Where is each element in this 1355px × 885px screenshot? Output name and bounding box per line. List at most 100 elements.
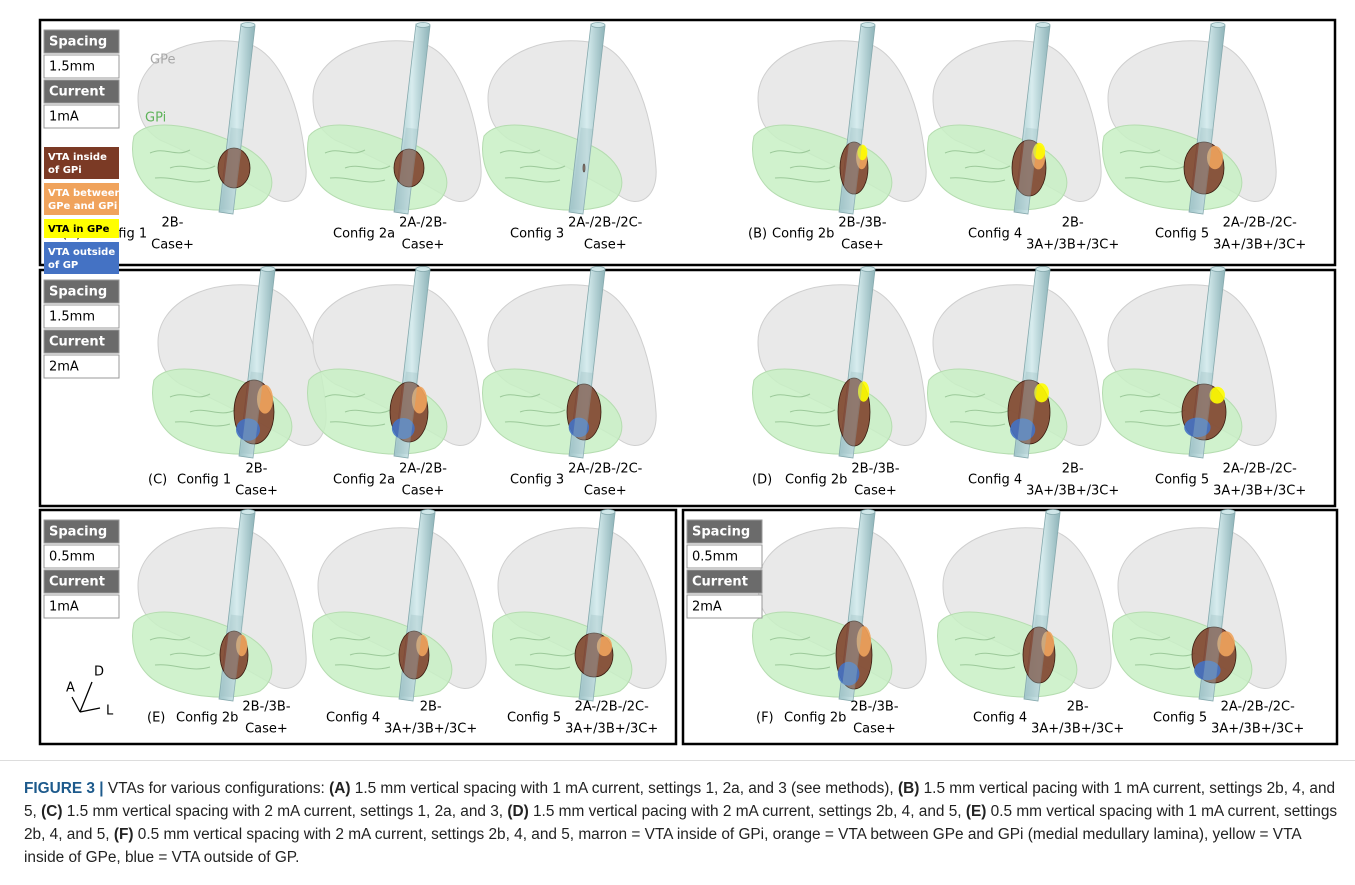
spacing-label: Spacing (49, 285, 107, 300)
contact-setting: 2A-/2B-/2C- (568, 216, 643, 231)
electrode-tip (1211, 267, 1225, 272)
spacing-value: 0.5mm (49, 550, 95, 565)
config-name: Config 3 (510, 227, 564, 242)
config-name: Config 2b (176, 711, 238, 726)
config-name: Config 5 (507, 711, 561, 726)
electrode-tip (1036, 23, 1050, 28)
dorsal-label: D (94, 665, 104, 680)
electrode-tip (1036, 267, 1050, 272)
model-render (1103, 267, 1277, 459)
contact-setting: 3A+/3B+/3C+ (1213, 484, 1306, 499)
model-render (483, 23, 657, 215)
electrode-tip (1046, 510, 1060, 515)
current-label: Current (692, 575, 748, 590)
spacing-value: 0.5mm (692, 550, 738, 565)
caption-text: (B) (898, 780, 919, 797)
caption-text: 1.5 mm vertical spacing with 1 mA curren… (350, 780, 897, 797)
caption-text: 1.5 mm vertical pacing with 2 mA current… (529, 803, 966, 820)
contact-setting: 3A+/3B+/3C+ (1211, 722, 1304, 737)
config-name: Config 5 (1155, 227, 1209, 242)
contact-setting: 2B-/3B- (242, 700, 290, 715)
structure-label: GPe (150, 53, 175, 68)
config-name: Config 2b (784, 711, 846, 726)
config-name: Config 5 (1153, 711, 1207, 726)
contact-setting: 3A+/3B+/3C+ (1031, 722, 1124, 737)
panel-letter: (E) (147, 711, 165, 726)
panel-letter: (D) (752, 473, 772, 488)
model-render (308, 23, 482, 215)
panel-letter: (B) (748, 227, 767, 242)
caption-text: (D) (507, 803, 528, 820)
contact-setting: 2B- (420, 700, 442, 715)
contact-setting: 2B- (1062, 462, 1084, 477)
caption-label: FIGURE 3 | (24, 780, 104, 797)
contact-setting: Case+ (402, 238, 445, 253)
contact-setting: Case+ (151, 238, 194, 253)
model-render (1113, 510, 1287, 702)
current-label: Current (49, 85, 105, 100)
electrode-tip (1211, 23, 1225, 28)
contact-setting: 2B-/3B- (838, 216, 886, 231)
contact-setting: 2A-/2B-/2C- (1223, 462, 1298, 477)
model-render (308, 267, 482, 459)
electrode-tip (601, 510, 615, 515)
caption-text: (E) (966, 803, 987, 820)
config-name: Config 4 (968, 473, 1022, 488)
model-render (313, 510, 487, 702)
config-name: Config 1 (177, 473, 231, 488)
page: Spacing 0.5mm Current 2mA (F) Config 2b 2B-/3B… (0, 0, 1355, 885)
contact-setting: 3A+/3B+/3C+ (384, 722, 477, 737)
electrode-tip (241, 23, 255, 28)
model-render (753, 23, 927, 215)
caption-text: 0.5 mm vertical spacing with 2 mA curren… (24, 826, 1301, 866)
contact-setting: Case+ (584, 238, 627, 253)
config-name: Config 2a (333, 473, 395, 488)
contact-setting: 2A-/2B-/2C- (575, 700, 650, 715)
orientation-marker: A D L (66, 665, 114, 719)
config-name: Config 4 (973, 711, 1027, 726)
key-label: VTA outside (48, 247, 115, 258)
electrode-tip (591, 267, 605, 272)
model-render (928, 267, 1102, 459)
config-name: Config 4 (968, 227, 1022, 242)
model-render (153, 267, 327, 459)
contact-setting: Case+ (235, 484, 278, 499)
structure-label: GPi (145, 111, 166, 126)
panel-letter: (C) (148, 473, 167, 488)
contact-setting: 2B- (1067, 700, 1089, 715)
spacing-value: 1.5mm (49, 310, 95, 325)
contact-setting: Case+ (853, 722, 896, 737)
key-label: VTA inside (48, 152, 107, 163)
current-label: Current (49, 335, 105, 350)
contact-setting: 2B-/3B- (850, 700, 898, 715)
contact-setting: 2A-/2B-/2C- (1221, 700, 1296, 715)
caption-text: (C) (41, 803, 62, 820)
contact-setting: 2A-/2B- (399, 216, 447, 231)
model-render (938, 510, 1112, 702)
spacing-label: Spacing (49, 35, 107, 50)
contact-setting: Case+ (584, 484, 627, 499)
current-value: 1mA (49, 110, 79, 125)
contact-setting: 2B- (246, 462, 268, 477)
contact-setting: 2A-/2B- (399, 462, 447, 477)
caption-text: VTAs for various configurations: (104, 780, 330, 797)
electrode-tip (241, 510, 255, 515)
key-label: of GP (48, 260, 78, 271)
electrode-tip (416, 23, 430, 28)
contact-setting: 3A+/3B+/3C+ (565, 722, 658, 737)
model-render (753, 510, 927, 702)
current-label: Current (49, 575, 105, 590)
current-value: 2mA (692, 600, 722, 615)
model-render (753, 267, 927, 459)
key-label: VTA in GPe (48, 224, 110, 235)
contact-setting: 2B-/3B- (851, 462, 899, 477)
config-name: Config 5 (1155, 473, 1209, 488)
contact-setting: 2A-/2B-/2C- (568, 462, 643, 477)
electrode-tip (1221, 510, 1235, 515)
contact-setting: Case+ (841, 238, 884, 253)
contact-setting: 2A-/2B-/2C- (1223, 216, 1298, 231)
contact-setting: 2B- (162, 216, 184, 231)
panel-letter: (F) (756, 711, 774, 726)
